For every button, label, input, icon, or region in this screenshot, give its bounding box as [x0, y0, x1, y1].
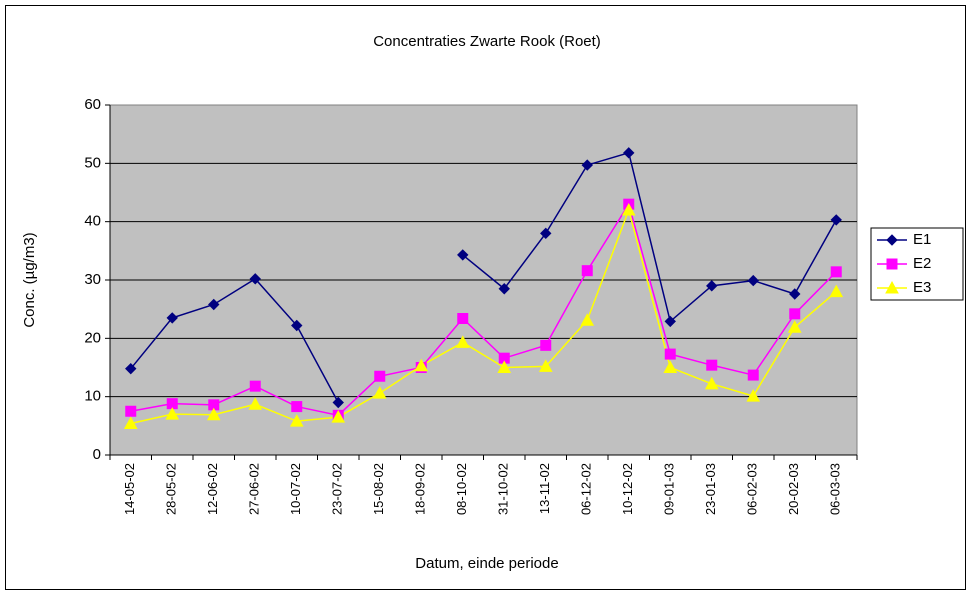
x-tick-label: 31-10-02 — [496, 463, 511, 515]
x-tick-label: 08-10-02 — [454, 463, 469, 515]
x-axis-label: Datum, einde periode — [415, 555, 558, 572]
data-point — [289, 414, 304, 427]
data-point — [457, 313, 469, 324]
x-tick-label: 13-11-02 — [537, 463, 552, 514]
data-point — [747, 369, 759, 381]
data-point — [664, 315, 676, 328]
data-point — [123, 416, 138, 429]
y-tick-label: 40 — [84, 213, 101, 230]
data-point — [540, 227, 552, 240]
data-point — [457, 249, 469, 261]
data-point — [706, 280, 718, 292]
data-point — [789, 308, 801, 320]
y-tick-label: 10 — [84, 388, 101, 405]
x-tick-label: 23-01-03 — [703, 463, 718, 515]
data-point — [248, 397, 263, 410]
x-tick-label: 27-06-02 — [247, 463, 262, 515]
data-point — [249, 273, 261, 285]
data-point — [540, 339, 552, 351]
data-point — [663, 360, 678, 373]
series-line — [130, 151, 837, 403]
data-point — [664, 348, 676, 360]
data-point — [789, 288, 801, 300]
data-point — [125, 362, 137, 375]
legend-marker — [886, 258, 898, 270]
data-point — [249, 380, 261, 392]
x-tick-label: 28-05-02 — [164, 463, 179, 515]
y-tick-label: 50 — [84, 154, 101, 171]
x-tick-label: 10-12-02 — [620, 463, 635, 515]
x-tick-label: 15-08-02 — [371, 463, 386, 515]
data-point — [746, 389, 761, 402]
data-point — [747, 274, 759, 287]
data-point — [125, 405, 137, 417]
legend-marker — [886, 234, 898, 246]
x-tick-label: 06-02-03 — [745, 463, 760, 515]
data-point — [830, 214, 842, 226]
data-point — [331, 410, 346, 423]
data-point — [497, 360, 512, 373]
data-point — [332, 396, 344, 409]
data-point — [372, 386, 387, 399]
series-line — [130, 207, 837, 425]
data-point — [206, 407, 221, 421]
legend-label: E2 — [913, 255, 931, 272]
x-tick-label: 09-01-03 — [662, 463, 677, 515]
x-tick-label: 10-07-02 — [288, 463, 303, 515]
x-tick-label: 18-09-02 — [413, 463, 428, 515]
data-point — [165, 407, 180, 420]
data-point — [580, 313, 595, 326]
series-line — [130, 202, 837, 417]
data-point — [374, 370, 386, 382]
x-tick-label: 23-07-02 — [330, 463, 345, 515]
data-point — [830, 266, 842, 278]
y-tick-label: 20 — [84, 329, 101, 346]
y-axis-label: Conc. (µg/m3) — [21, 232, 38, 327]
x-tick-label: 06-03-03 — [828, 463, 843, 515]
data-point — [704, 376, 719, 390]
data-point — [291, 319, 303, 332]
data-point — [291, 401, 303, 413]
x-tick-label: 06-12-02 — [579, 463, 594, 515]
legend-marker — [885, 280, 899, 294]
x-tick-label: 14-05-02 — [122, 463, 137, 515]
data-point — [538, 359, 553, 372]
data-point — [581, 159, 593, 171]
data-point — [414, 358, 429, 372]
legend-label: E1 — [913, 231, 931, 248]
data-point — [208, 298, 220, 311]
y-tick-label: 0 — [93, 446, 101, 463]
data-point — [623, 147, 635, 159]
y-tick-label: 30 — [84, 271, 101, 288]
legend-label: E3 — [913, 279, 931, 296]
x-tick-label: 12-06-02 — [205, 463, 220, 515]
data-point — [829, 284, 844, 298]
data-point — [581, 265, 593, 277]
data-point — [455, 335, 470, 348]
data-point — [166, 312, 178, 324]
y-tick-label: 60 — [84, 96, 101, 113]
data-point — [621, 202, 636, 216]
x-tick-label: 20-02-03 — [786, 463, 801, 515]
data-point — [787, 320, 802, 333]
data-point — [706, 359, 718, 371]
data-point — [498, 283, 510, 295]
chart-title: Concentraties Zwarte Rook (Roet) — [373, 33, 601, 50]
